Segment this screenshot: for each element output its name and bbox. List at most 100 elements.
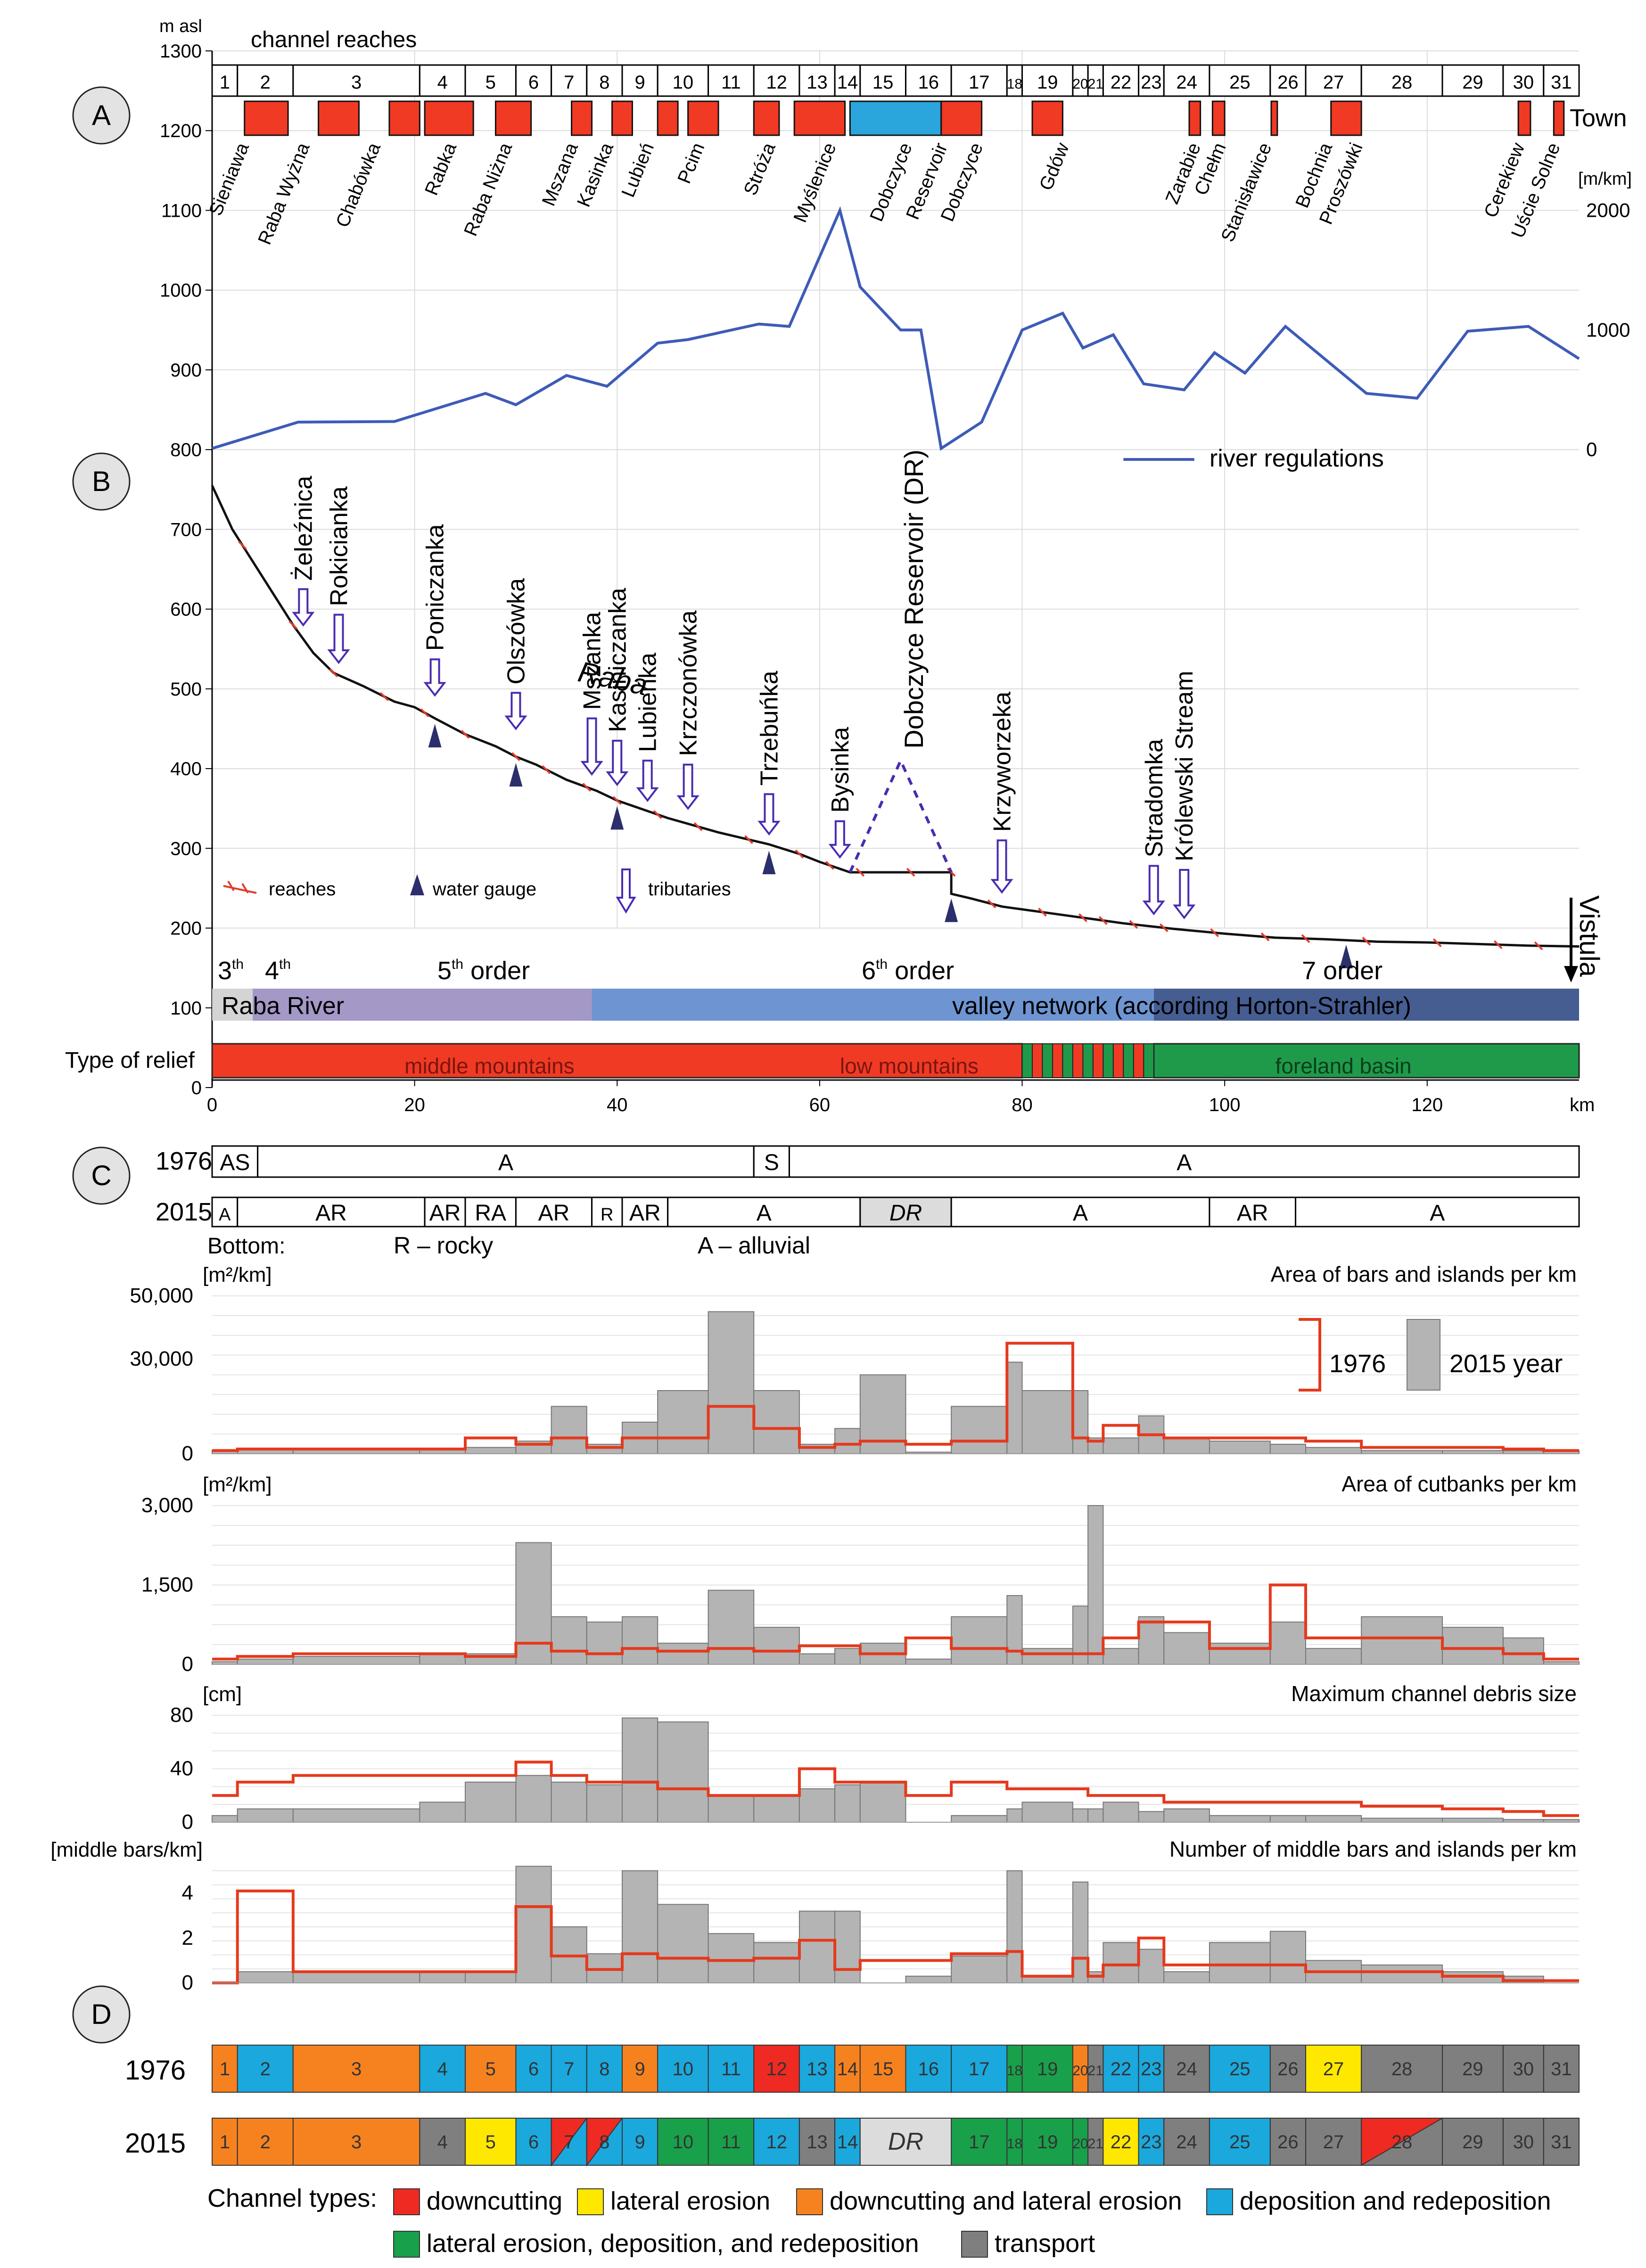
bar-2015 bbox=[1269, 1815, 1306, 1823]
tributary-legend-icon bbox=[616, 868, 636, 914]
panel-1-tick-label: 30,000 bbox=[130, 1347, 193, 1370]
bar-2015 bbox=[708, 1311, 755, 1454]
tributary-arrow-icon bbox=[636, 760, 659, 802]
km-tick-label: 60 bbox=[809, 1095, 831, 1115]
legend-lateral-label: lateral erosion bbox=[610, 2187, 770, 2215]
channel-1976-number: 3 bbox=[351, 2059, 362, 2080]
channel-2015-number: 7 bbox=[564, 2132, 574, 2153]
bar-2015 bbox=[292, 1808, 420, 1823]
channel-1976-number: 27 bbox=[1323, 2059, 1344, 2080]
legend-title: Channel types: bbox=[207, 2184, 377, 2212]
bar-2015 bbox=[515, 1775, 552, 1823]
channel-1976-cell bbox=[951, 2045, 1008, 2093]
order-band-6 bbox=[592, 989, 1154, 1021]
reach-marker bbox=[1534, 941, 1543, 950]
bar-2015 bbox=[586, 1443, 623, 1454]
relief-alternation-strip bbox=[1133, 1043, 1144, 1078]
regulation-tick-label: 1000 bbox=[1586, 319, 1630, 341]
channel-2015-number: 6 bbox=[528, 2132, 539, 2153]
bottom-2015-segment bbox=[859, 1196, 952, 1228]
panel-4-tick-label: 0 bbox=[182, 1971, 193, 1994]
tributary-arrow-icon bbox=[292, 588, 315, 627]
order-3-label: 3th bbox=[218, 957, 244, 985]
tributary-name: Kasiniczanka bbox=[604, 588, 631, 732]
relief-alternation-strip bbox=[1042, 1043, 1053, 1078]
elevation-tick-label: 0 bbox=[191, 1078, 202, 1098]
elevation-tick-label: 1100 bbox=[161, 200, 202, 221]
reach-marker bbox=[582, 783, 592, 792]
channel-2015-number: 12 bbox=[766, 2132, 787, 2153]
panel-3-unit: [cm] bbox=[203, 1683, 242, 1706]
bar-2015 bbox=[1103, 1942, 1139, 1983]
water-gauge-legend-icon bbox=[410, 874, 424, 895]
relief-alternation-strip bbox=[1032, 1043, 1043, 1078]
reach-marker bbox=[1493, 940, 1503, 950]
channel-1976-number: 30 bbox=[1513, 2059, 1534, 2080]
town-name: Raba Niżna bbox=[460, 139, 516, 239]
panel-4-tick-label: 4 bbox=[182, 1882, 193, 1905]
reach-cell bbox=[586, 64, 623, 97]
reach-marker bbox=[511, 752, 520, 761]
bar-2015 bbox=[905, 1975, 952, 1984]
channel-1976-year: 1976 bbox=[125, 2055, 186, 2086]
bar-2015 bbox=[292, 1656, 420, 1665]
legend-2015-label: 2015 year bbox=[1449, 1350, 1563, 1378]
bar-2015 bbox=[551, 1616, 587, 1665]
bottom-alluvial-label: A – alluvial bbox=[698, 1232, 810, 1259]
relief-foreland-label: foreland basin bbox=[1276, 1054, 1412, 1078]
reach-cell bbox=[1021, 64, 1074, 97]
reach-number: 8 bbox=[599, 72, 609, 93]
bar-2015 bbox=[1209, 1441, 1271, 1454]
reach-cell bbox=[950, 64, 1008, 97]
channel-2015-number: 20 bbox=[1072, 2136, 1088, 2152]
legend-1976-label: 1976 bbox=[1329, 1350, 1386, 1378]
channel-1976-cell bbox=[905, 2045, 952, 2093]
channel-1976-cell bbox=[1305, 2045, 1362, 2093]
bar-2015 bbox=[1103, 1437, 1139, 1454]
order-4-label: 4th bbox=[265, 957, 291, 985]
channel-2015-number: 18 bbox=[1007, 2136, 1022, 2152]
reach-marker bbox=[1210, 928, 1219, 937]
order-band-3 bbox=[212, 989, 253, 1021]
reach-number: 4 bbox=[437, 72, 448, 93]
relief-low-label: low mountains bbox=[840, 1054, 979, 1078]
channel-1976-cell bbox=[1269, 2045, 1306, 2093]
bottom-1976-segment bbox=[753, 1145, 790, 1178]
reservoir-label: Dobczyce Reservoir (DR) bbox=[899, 450, 929, 749]
channel-1976-number: 1 bbox=[220, 2059, 230, 2080]
valley-network-label: valley network (according Horton-Strahle… bbox=[952, 992, 1411, 1020]
relief-alternation-strip bbox=[1082, 1043, 1094, 1078]
vistula-arrow-head-icon bbox=[1564, 966, 1578, 983]
bar-2015 bbox=[834, 1648, 861, 1665]
town-bar bbox=[940, 100, 983, 136]
channel-1976-number: 15 bbox=[872, 2059, 894, 2080]
bar-2015 bbox=[1361, 1616, 1443, 1665]
bottom-1976-segment bbox=[788, 1145, 1580, 1178]
channel-2015-cell bbox=[1209, 2118, 1271, 2166]
panel-1-title: Area of bars and islands per km bbox=[1271, 1262, 1577, 1286]
bottom-2015-segment bbox=[591, 1196, 623, 1228]
reach-marker bbox=[1038, 908, 1047, 917]
panel-4-title: Number of middle bars and islands per km bbox=[1169, 1837, 1577, 1861]
reach-number: 9 bbox=[634, 72, 645, 93]
elevation-tick-label: 500 bbox=[170, 679, 202, 700]
bar-2015 bbox=[951, 1955, 1008, 1983]
panel-3-title: Maximum channel debris size bbox=[1291, 1681, 1577, 1706]
bottom-2015-code: RA bbox=[475, 1201, 506, 1226]
bar-2015 bbox=[1072, 1390, 1089, 1454]
relief-alternation-strip bbox=[1103, 1043, 1114, 1078]
channel-2015-split-cell bbox=[586, 2118, 624, 2167]
channel-2015-number: 3 bbox=[351, 2132, 362, 2153]
reach-cell bbox=[1072, 64, 1089, 97]
panel-2-unit: [m²/km] bbox=[203, 1473, 272, 1496]
bottom-2015-segment bbox=[667, 1196, 861, 1228]
channel-2015-number: 9 bbox=[634, 2132, 645, 2153]
tributary-name: Krzyworzeka bbox=[989, 692, 1016, 832]
reach-cell bbox=[1087, 64, 1104, 97]
channel-1976-cell bbox=[859, 2045, 906, 2093]
bar-2015 bbox=[1305, 1815, 1362, 1823]
tributary-name: Królewski Stream bbox=[1171, 671, 1198, 861]
channel-2015-number: 19 bbox=[1037, 2132, 1058, 2153]
channel-1976-number: 18 bbox=[1007, 2063, 1022, 2079]
bar-2015 bbox=[1138, 1949, 1165, 1984]
